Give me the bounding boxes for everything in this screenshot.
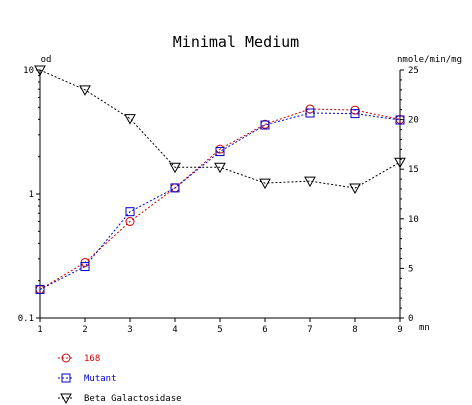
legend: 168 Mutant Beta Galactosidase [58, 353, 182, 405]
data-point [305, 108, 315, 118]
right-tick-label: 5 [408, 264, 413, 274]
legend-item: 168 [58, 353, 100, 364]
right-tick-label: 20 [408, 116, 419, 126]
series-line [39, 108, 401, 290]
right-tick-label: 15 [408, 165, 419, 175]
data-point [394, 157, 406, 169]
series-0 [35, 104, 405, 294]
left-tick-label: 1 [29, 190, 34, 200]
x-tick-label: 5 [217, 325, 222, 335]
data-point [124, 114, 136, 125]
series-1 [35, 108, 405, 294]
legend-label: 168 [84, 354, 100, 364]
data-point [349, 183, 361, 195]
data-point [259, 178, 271, 190]
right-tick-label: 25 [408, 66, 419, 76]
legend-marker [61, 373, 71, 383]
right-axis-label: nmole/min/mg [397, 55, 462, 65]
x-tick-label: 2 [82, 325, 87, 335]
legend-label: Beta Galactosidase [84, 394, 182, 404]
data-point [35, 284, 45, 294]
x-tick-label: 6 [262, 325, 267, 335]
legend-item: Beta Galactosidase [58, 393, 182, 405]
data-point [395, 115, 405, 125]
data-point [214, 162, 226, 174]
legend-item: Mutant [58, 373, 117, 384]
left-tick-label: 10 [23, 66, 34, 76]
x-axis-label: mn [419, 323, 430, 333]
data-point [80, 262, 90, 272]
series-line [39, 112, 401, 290]
right-tick-label: 0 [408, 314, 413, 324]
x-tick-label: 8 [352, 325, 357, 335]
series-layer [34, 65, 406, 294]
x-tick-label: 7 [307, 325, 312, 335]
series-line [39, 69, 401, 189]
x-tick-label: 9 [397, 325, 402, 335]
data-point [260, 120, 270, 130]
data-point [125, 217, 135, 227]
data-point [34, 65, 46, 77]
chart-title: Minimal Medium [173, 33, 299, 51]
left-tick-label: 0.1 [18, 314, 34, 324]
legend-marker [61, 353, 71, 363]
right-tick-label: 10 [408, 215, 419, 225]
data-point [304, 176, 316, 188]
legend-marker [60, 393, 72, 405]
data-point [125, 207, 135, 217]
left-axis-label: od [41, 55, 52, 65]
x-tick-label: 4 [172, 325, 177, 335]
data-point [170, 183, 180, 193]
data-point [215, 147, 225, 157]
data-point [350, 109, 360, 119]
x-tick-label: 3 [127, 325, 132, 335]
data-point [79, 85, 91, 96]
series-2 [34, 65, 406, 195]
legend-label: Mutant [84, 374, 117, 384]
x-tick-label: 1 [37, 325, 42, 335]
data-point [169, 162, 181, 174]
